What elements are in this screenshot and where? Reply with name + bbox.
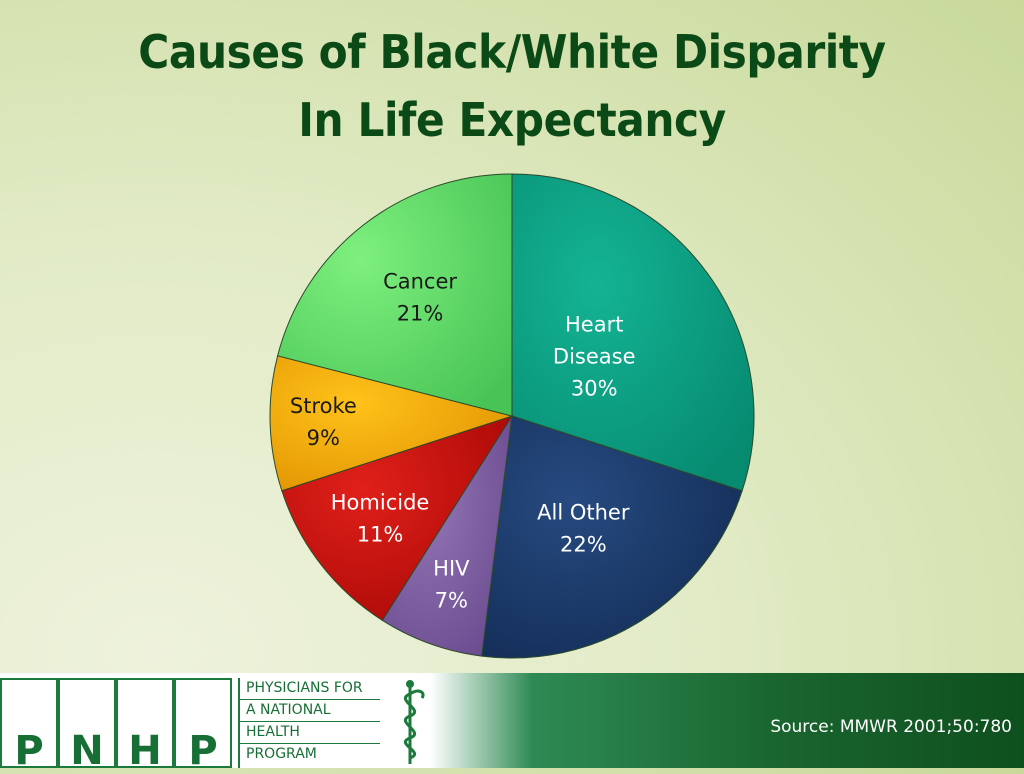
- pie-label-cancer: Cancer 21%: [383, 269, 457, 325]
- pie-slice-all-other: [481, 415, 743, 659]
- caduceus-icon: [403, 680, 425, 764]
- pie-slice-heart-disease: [511, 173, 755, 492]
- logo-box-h: H: [116, 678, 174, 774]
- pie-slice-stroke: [269, 355, 514, 492]
- logo-text-line: PHYSICIANS FOR: [240, 678, 380, 700]
- pie-label-stroke: Stroke 9%: [290, 394, 357, 450]
- logo-letter: P: [188, 728, 218, 774]
- pie-label-heart-disease: Heart Disease 30%: [553, 312, 636, 400]
- logo-box-p1: P: [0, 678, 58, 774]
- logo-text-line: HEALTH: [240, 722, 380, 744]
- title-line-1: Causes of Black/White Disparity: [138, 25, 886, 79]
- pie-label-all-other: All Other 22%: [537, 500, 630, 556]
- pie-slice-hiv: [381, 415, 513, 657]
- logo-text-line: A NATIONAL: [240, 700, 380, 722]
- logo-box-n: N: [58, 678, 116, 774]
- title-line-2: In Life Expectancy: [298, 93, 726, 147]
- logo-letter: H: [128, 728, 162, 774]
- footer-banner: P N H P PHYSICIANS FOR A NATIONAL HEALTH…: [0, 673, 1024, 774]
- logo-letter: N: [70, 728, 104, 774]
- pie-chart: Heart Disease 30% All Other 22% HIV 7%Homicide…: [269, 173, 755, 659]
- logo-text-line: PROGRAM: [246, 746, 317, 762]
- logo-organization-name: PHYSICIANS FOR A NATIONAL HEALTH PROGRAM: [238, 678, 380, 768]
- pie-label-homicide: Homicide 11%: [331, 490, 430, 546]
- pie-slice-homicide: [281, 415, 514, 622]
- source-citation: Source: MMWR 2001;50:780: [770, 717, 1012, 737]
- pie-label-hiv: HIV 7%: [433, 556, 470, 612]
- logo-letter: P: [14, 728, 44, 774]
- page-title: Causes of Black/White Disparity In Life …: [41, 18, 983, 154]
- pie-slice-cancer: [276, 173, 513, 417]
- logo-box-p2: P: [174, 678, 232, 774]
